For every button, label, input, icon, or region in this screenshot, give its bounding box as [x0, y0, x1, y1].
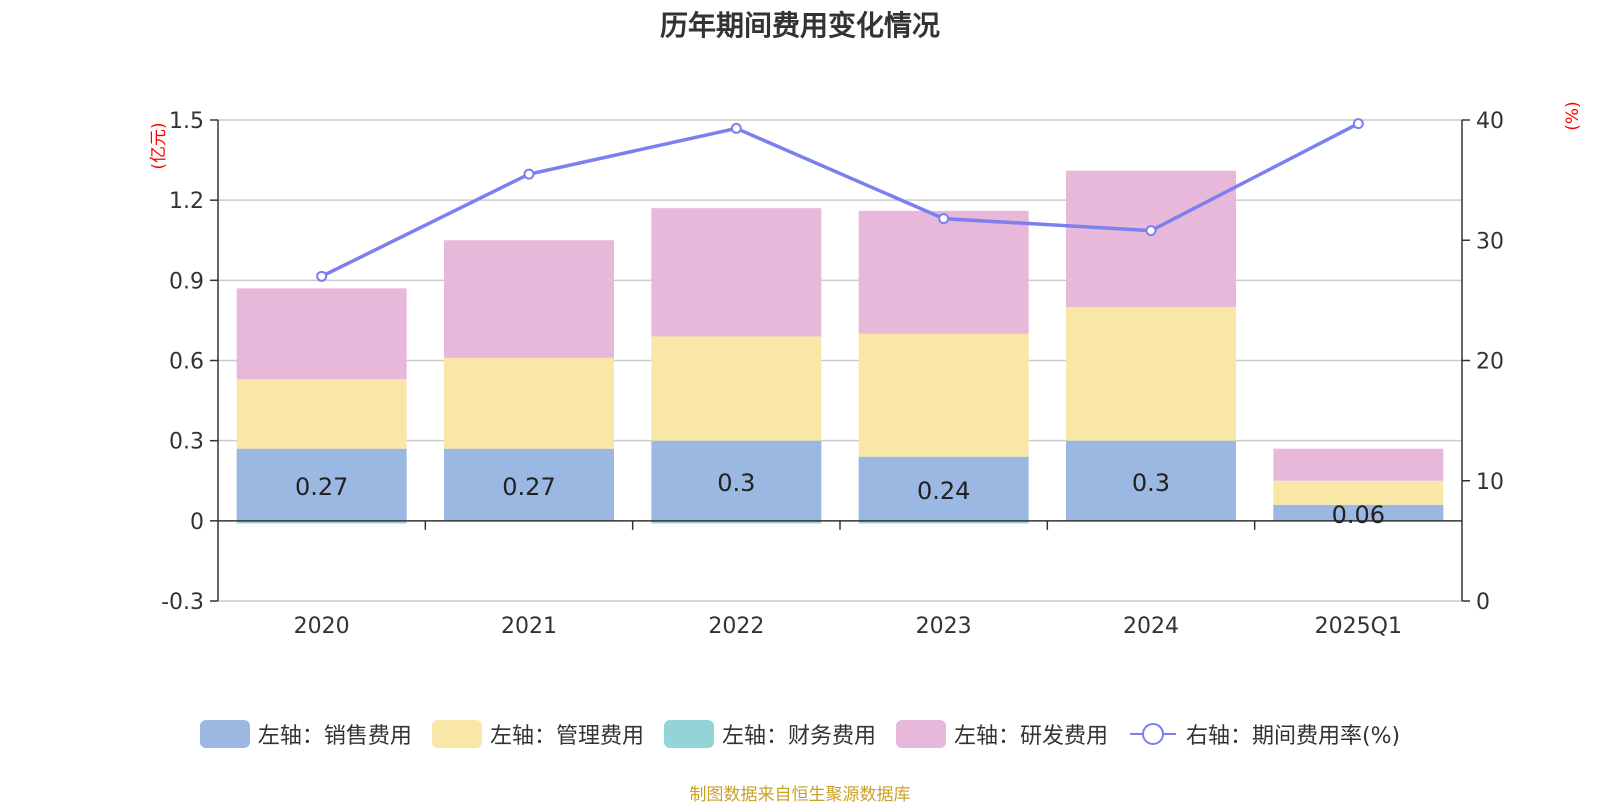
legend-swatch: [431, 720, 482, 748]
legend-item-sales[interactable]: 左轴：销售费用: [199, 718, 412, 750]
bar-sales: [236, 448, 407, 521]
chart-plot: -0.3 0 0.3 0.6 0.9 1.2 1.5 0 10 20 30 40 (亿元) (%) 0.27…: [149, 101, 1583, 639]
bar-finance: [651, 520, 822, 524]
left-tick-label: 0.3: [169, 430, 204, 455]
legend-item-rate[interactable]: 右轴：期间费用率(%): [1128, 718, 1400, 750]
category-label: 2025Q1: [1315, 614, 1402, 639]
rate-point: [1352, 118, 1364, 130]
left-tick-label: 0: [190, 510, 204, 535]
bar-admin: [236, 379, 407, 449]
category-label: 2022: [708, 614, 764, 639]
legend-line-marker-icon: [1129, 723, 1176, 745]
bar-admin: [858, 333, 1029, 457]
right-axis-unit-label: (%): [1563, 101, 1583, 130]
data-label: 0.27: [295, 473, 348, 501]
legend-item-rd[interactable]: 左轴：研发费用: [895, 718, 1108, 750]
category-label: 2024: [1123, 614, 1179, 639]
left-tick-label: -0.3: [161, 590, 204, 615]
bar-rd: [858, 210, 1029, 334]
legend-swatch: [895, 720, 946, 748]
rate-point: [523, 168, 535, 180]
bar-sales: [444, 448, 614, 521]
bar-finance: [236, 520, 407, 524]
bar-rd: [1066, 170, 1236, 308]
left-axis-unit-label: (亿元): [149, 122, 169, 169]
legend-item-admin[interactable]: 左轴：管理费用: [431, 718, 644, 750]
legend-label: 左轴：研发费用: [953, 724, 1108, 749]
right-tick-label: 20: [1476, 350, 1504, 375]
data-label: 0.3: [717, 469, 755, 497]
legend-swatch: [663, 720, 714, 748]
legend-label: 左轴：管理费用: [489, 724, 644, 749]
rate-point: [1145, 225, 1157, 237]
left-tick-label: 0.6: [169, 350, 204, 375]
legend-item-finance[interactable]: 左轴：财务费用: [663, 718, 876, 750]
legend: 左轴：销售费用 左轴：管理费用 左轴：财务费用 左轴：研发费用 右轴：期间费用率(%): [0, 718, 1600, 750]
bar-sales: [1066, 440, 1236, 521]
data-label: 0.24: [917, 477, 970, 505]
legend-label: 右轴：期间费用率(%): [1185, 724, 1401, 749]
bar-finance: [858, 520, 1029, 524]
bar-admin: [1273, 480, 1444, 505]
category-label: 2021: [501, 614, 557, 639]
rate-line: [320, 122, 1360, 278]
legend-label: 左轴：销售费用: [257, 724, 412, 749]
left-tick-label: 0.9: [169, 269, 204, 294]
bar-rd: [236, 288, 407, 380]
bar-rd: [1273, 448, 1444, 481]
chart-title: 历年期间费用变化情况: [659, 9, 940, 42]
bar-sales: [858, 456, 1029, 521]
rate-point: [938, 213, 950, 225]
category-label: 2020: [294, 614, 350, 639]
right-tick-label: 40: [1476, 109, 1504, 134]
bar-rd: [651, 208, 822, 337]
source-note: 制图数据来自恒生聚源数据库: [689, 785, 911, 805]
right-tick-label: 10: [1476, 470, 1504, 495]
bar-sales: [1273, 504, 1444, 521]
bar-admin: [651, 336, 822, 441]
right-tick-label: 30: [1476, 229, 1504, 254]
bar-rd: [444, 240, 614, 358]
rate-point: [316, 270, 328, 282]
bar-admin: [444, 357, 614, 449]
right-tick-label: 0: [1476, 590, 1490, 615]
bar-sales: [651, 440, 822, 521]
data-label: 0.27: [502, 473, 555, 501]
left-tick-label: 1.2: [169, 189, 204, 214]
rate-point: [730, 122, 742, 134]
data-label: 0.06: [1332, 501, 1385, 529]
left-tick-label: 1.5: [169, 109, 204, 134]
bar-admin: [1066, 307, 1236, 441]
data-label: 0.3: [1132, 469, 1170, 497]
category-label: 2023: [916, 614, 972, 639]
legend-swatch: [199, 720, 250, 748]
legend-label: 左轴：财务费用: [721, 724, 876, 749]
